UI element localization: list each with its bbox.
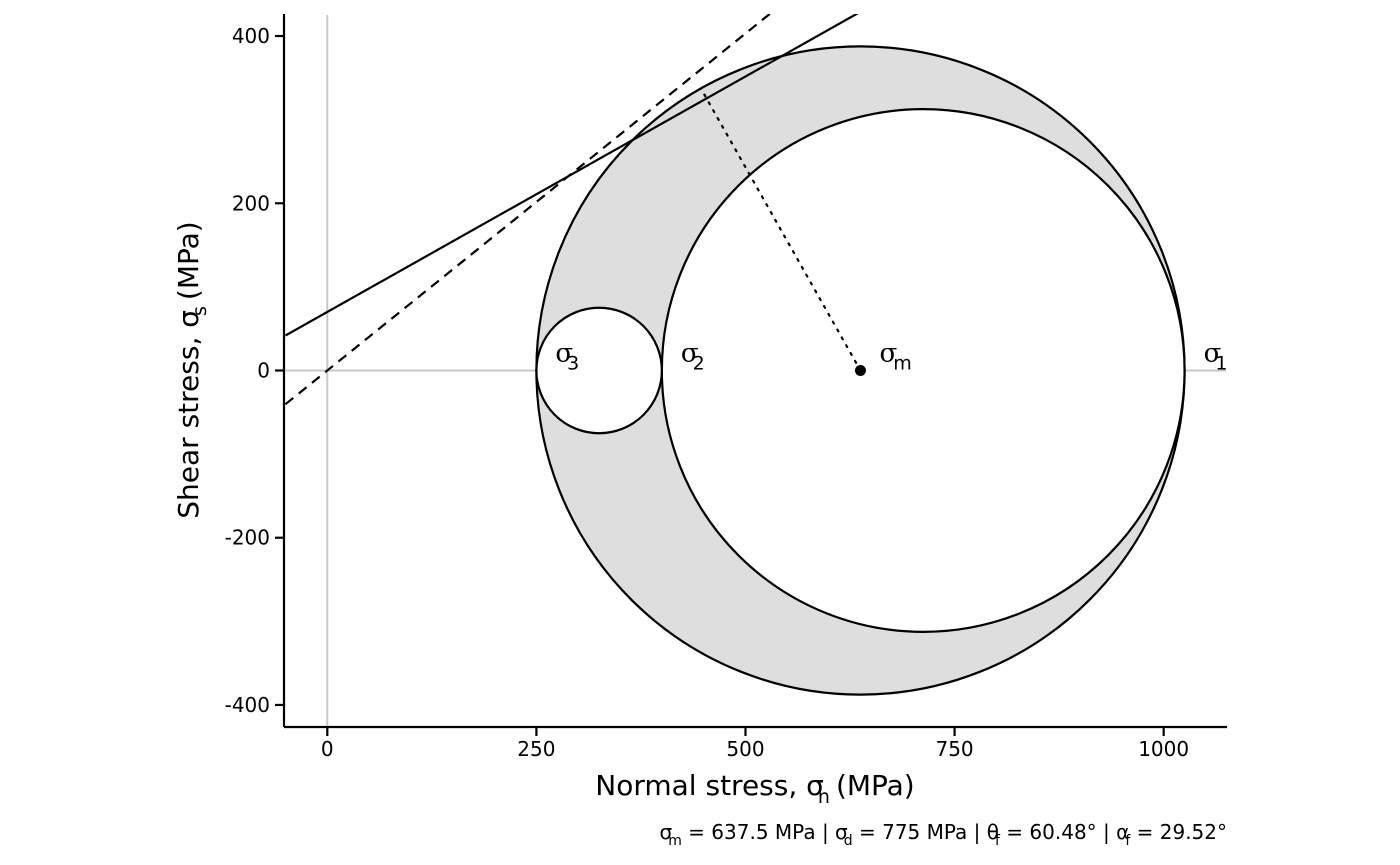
y-axis-title: Shear stress, σs(MPa) <box>172 221 211 518</box>
stress-summary-caption: σm = 637.5 MPa | σd = 775 MPa | θf = 60.… <box>660 820 1228 849</box>
x-tick-label: 250 <box>517 737 555 761</box>
label-sigma2: σ2 <box>681 339 705 375</box>
y-tick-label: 0 <box>257 359 270 383</box>
failure-plane-radius-dotted <box>699 87 862 372</box>
y-tick-label: -400 <box>225 693 270 717</box>
x-tick-label: 1000 <box>1138 737 1189 761</box>
label-sigma1: σ1 <box>1204 339 1228 375</box>
mohr-circle-sigma1-sigma2 <box>660 108 1186 633</box>
y-tick-label: 400 <box>232 24 270 48</box>
label-sigma3: σ3 <box>555 339 579 375</box>
y-tick-label: 200 <box>232 191 270 215</box>
x-axis-title: Normal stress, σn (MPa) <box>595 769 914 808</box>
label-sigma-m: σm <box>879 339 911 375</box>
x-axis-ticks: 0 250 500 750 1000 <box>321 727 1189 761</box>
x-tick-label: 0 <box>321 737 334 761</box>
x-tick-label: 750 <box>935 737 973 761</box>
x-tick-label: 500 <box>726 737 764 761</box>
y-tick-label: -200 <box>225 526 270 550</box>
failure-envelope-dashed <box>285 14 772 406</box>
plot-panel <box>285 14 1227 726</box>
mohr-circle-sigma2-sigma3 <box>535 306 663 435</box>
failure-envelope-solid <box>285 14 859 337</box>
stress-labels: σ3 σ2 σm σ1 <box>555 339 1227 375</box>
sigma-m-center-point <box>854 365 866 376</box>
y-axis-ticks: -400 -200 0 200 400 <box>225 24 284 717</box>
